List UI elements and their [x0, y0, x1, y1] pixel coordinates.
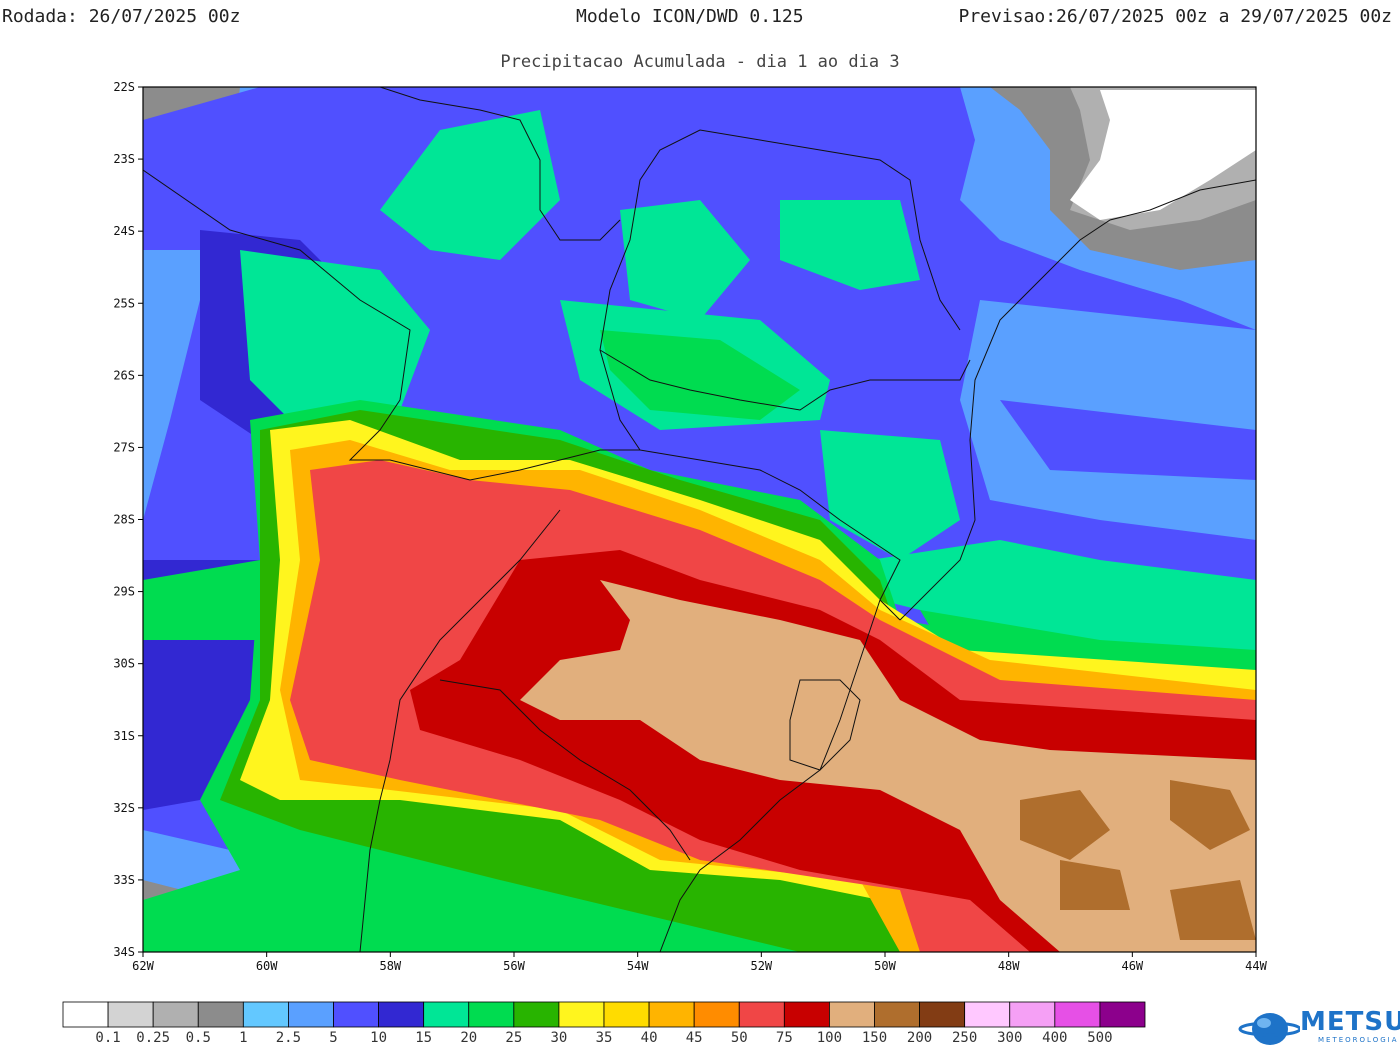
colorbar-swatch [919, 1001, 966, 1028]
colorbar-swatch [738, 1001, 785, 1028]
colorbar-label: 25 [505, 1030, 523, 1046]
colorbar-label: 400 [1042, 1030, 1068, 1046]
colorbar-label: 300 [997, 1030, 1023, 1046]
lon-tick-label: 60W [256, 959, 278, 973]
map-subtitle: Precipitacao Acumulada - dia 1 ao dia 3 [500, 52, 900, 72]
colorbar-label: 5 [329, 1030, 338, 1046]
lon-tick-label: 44W [1245, 959, 1267, 973]
colorbar-swatch [1099, 1001, 1146, 1028]
colorbar-swatch [603, 1001, 650, 1028]
colorbar-swatch [423, 1001, 470, 1028]
lon-tick-label: 50W [874, 959, 896, 973]
lon-tick-label: 54W [627, 959, 649, 973]
colorbar-label: 500 [1087, 1030, 1113, 1046]
border-lines [143, 87, 1256, 952]
colorbar-label: 35 [595, 1030, 613, 1046]
colorbar-swatch [558, 1001, 605, 1028]
colorbar-label: 100 [816, 1030, 843, 1046]
colorbar-label: 40 [640, 1030, 658, 1046]
colorbar-label: 0.5 [185, 1030, 211, 1046]
lon-tick-label: 46W [1121, 959, 1143, 973]
colorbar-label: 1 [239, 1030, 248, 1046]
colorbar-label: 75 [775, 1030, 793, 1046]
colorbar-label: 45 [685, 1030, 703, 1046]
colorbar-swatch [288, 1001, 334, 1028]
colorbar-swatch [964, 1001, 1011, 1028]
lat-tick-label: 28S [113, 513, 135, 527]
colorbar-swatch [648, 1001, 695, 1028]
lat-tick-label: 26S [113, 368, 135, 382]
colorbar-swatch [783, 1001, 830, 1028]
lat-tick-label: 34S [113, 945, 135, 959]
colorbar-swatch [829, 1001, 875, 1028]
precip-field [143, 87, 1256, 952]
colorbar-swatch [152, 1001, 199, 1028]
lat-tick-label: 24S [113, 224, 135, 238]
colorbar-label: 30 [550, 1030, 568, 1046]
run-label: Rodada: [2, 6, 78, 27]
forecast-info: Previsao:26/07/2025 00z a 29/07/2025 00z [959, 6, 1393, 27]
lat-tick-label: 25S [113, 296, 135, 310]
metsul-logo: METSUL METEOROLOGIA [1234, 1005, 1400, 1049]
colorbar-swatch [693, 1001, 740, 1028]
colorbar-swatch [874, 1001, 920, 1028]
forecast-label: Previsao: [958, 6, 1057, 27]
lat-tick-label: 22S [113, 80, 135, 94]
lat-tick-label: 29S [113, 585, 135, 599]
logo-wordmark: METSUL [1300, 1007, 1400, 1037]
lon-tick-label: 48W [998, 959, 1020, 973]
colorbar-swatch [378, 1001, 425, 1028]
run-value: 26/07/2025 00z [88, 6, 241, 27]
colorbar-label: 150 [861, 1030, 888, 1046]
lat-tick-label: 32S [113, 801, 135, 815]
map-canvas: 22S23S24S25S26S27S28S29S30S31S32S33S34S … [113, 80, 1268, 973]
colorbar-swatch [333, 1001, 379, 1028]
colorbar-label: 200 [906, 1030, 933, 1046]
model-title: Modelo ICON/DWD 0.125 [576, 6, 804, 27]
colorbar-label: 15 [415, 1030, 433, 1046]
globe-icon [1238, 1013, 1302, 1045]
colorbar-label: 50 [730, 1030, 748, 1046]
run-info: Rodada: 26/07/2025 00z [2, 6, 240, 27]
colorbar-swatch [242, 1001, 289, 1028]
lat-tick-label: 33S [113, 873, 135, 887]
lat-tick-label: 31S [113, 729, 135, 743]
colorbar-swatch [1009, 1001, 1056, 1028]
colorbar-label: 10 [370, 1030, 388, 1046]
lon-tick-label: 62W [132, 959, 154, 973]
colorbar-label: 250 [952, 1030, 978, 1046]
lat-tick-label: 23S [113, 152, 135, 166]
lon-tick-label: 52W [750, 959, 772, 973]
colorbar-swatch [107, 1001, 154, 1028]
latitude-axis: 22S 23S 24S 25S 26S 27S 28S 29S 30S 31S 32S 33S 34S [113, 80, 143, 959]
colorbar-swatch [62, 1001, 109, 1028]
colorbar-label: 0.1 [95, 1030, 121, 1046]
lat-tick-label: 27S [113, 440, 135, 454]
colorbar-swatch [1054, 1001, 1101, 1028]
colorbar-label: 2.5 [275, 1030, 302, 1046]
precip-colorbar [62, 1001, 1146, 1028]
colorbar-swatch [513, 1001, 560, 1028]
colorbar-label: 0.25 [136, 1030, 171, 1046]
longitude-axis: 62W 60W 58W 56W 54W 52W 50W 48W 46W 44W [132, 952, 1268, 973]
forecast-value: 26/07/2025 00z a 29/07/2025 00z [1056, 6, 1392, 27]
colorbar-swatch [468, 1001, 515, 1028]
colorbar-swatch [197, 1001, 244, 1028]
precipitation-map: 22S 23S 24S 25S 26S 27S 28S 29S 30S 31S 32S 33S 34S … [113, 80, 1268, 973]
lon-tick-label: 56W [503, 959, 525, 973]
lon-tick-label: 58W [379, 959, 401, 973]
logo-subtext: METEOROLOGIA [1318, 1036, 1399, 1044]
colorbar-label: 20 [460, 1030, 478, 1046]
lat-tick-label: 30S [113, 657, 135, 671]
